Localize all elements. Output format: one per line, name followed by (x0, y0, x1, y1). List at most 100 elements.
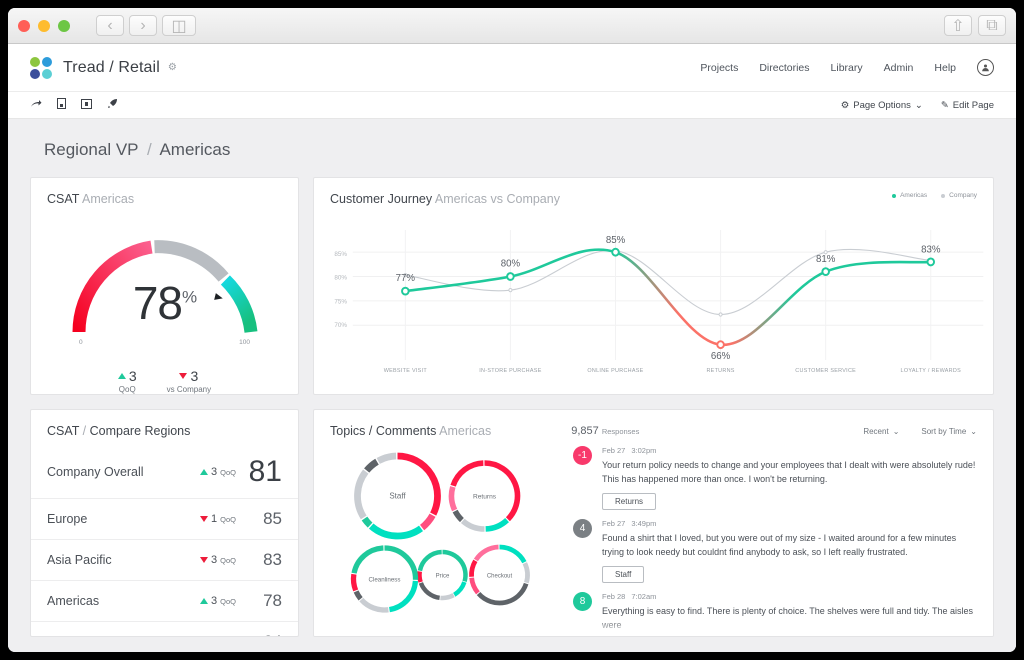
region-row[interactable]: Asia Pacific 3 QoQ 83 (31, 539, 298, 580)
nav-item-directories[interactable]: Directories (759, 61, 810, 74)
chevron-right-icon: › (140, 16, 146, 34)
share-button[interactable]: ⇧ (944, 15, 972, 36)
dashboard-row-top: CSAT Americas (30, 177, 994, 395)
legend-item-americas[interactable]: Americas (892, 192, 927, 199)
bubble-segment (417, 549, 442, 572)
back-button[interactable]: ‹ (96, 15, 124, 36)
svg-text:80%: 80% (334, 275, 347, 282)
topic-bubble[interactable]: Checkout (469, 544, 530, 606)
maximize-window-button[interactable] (58, 19, 70, 32)
share-arrow-icon[interactable] (30, 99, 42, 112)
bubble-segment (419, 513, 436, 531)
csat-stat-vs-company: 3 vs Company (167, 368, 211, 394)
nav-item-library[interactable]: Library (830, 61, 863, 74)
filter-recent-label: Recent (863, 426, 889, 436)
browser-chrome: ‹ › ◫ ⇧ ⧉ (8, 8, 1016, 44)
rocket-icon[interactable] (107, 98, 118, 112)
nav-item-projects[interactable]: Projects (700, 61, 739, 74)
region-score: 64 (248, 632, 282, 636)
regions-title-secondary: Compare Regions (89, 424, 191, 438)
page-options-label: Page Options (853, 99, 911, 111)
comment-text: Found a shirt that I loved, but you were… (602, 532, 957, 557)
page-options-button[interactable]: ⚙ Page Options ⌄ (841, 100, 923, 111)
legend-item-company[interactable]: Company (941, 192, 977, 199)
svg-text:85%: 85% (606, 235, 626, 246)
topic-bubble[interactable]: Price (417, 549, 468, 601)
bubble-segment (361, 516, 373, 528)
sort-by-time-dropdown[interactable]: Sort by Time ⌄ (921, 427, 977, 436)
page-title-role: Regional VP (44, 140, 139, 159)
bubble-segment (452, 509, 464, 523)
presentation-icon[interactable] (81, 98, 92, 112)
svg-text:CUSTOMER SERVICE: CUSTOMER SERVICE (795, 368, 856, 374)
region-delta-unit: QoQ (220, 596, 236, 606)
user-avatar-icon[interactable] (977, 59, 994, 76)
csat-qoq-label: QoQ (118, 385, 136, 394)
comment-item[interactable]: -1 Feb 27 3:02pm Your return policy needs t… (573, 446, 979, 510)
app-header: Tread / Retail ⚙ Projects Directories Li… (8, 44, 1016, 92)
bubble-segment (469, 577, 480, 595)
app-logo-icon[interactable] (30, 56, 52, 79)
gauge-max-label: 100 (239, 339, 250, 346)
region-delta: 3 QoQ (200, 554, 236, 566)
compare-regions-card: CSAT / Compare Regions Company Overall 3 Q… (30, 409, 299, 637)
topic-bubble[interactable]: Staff (354, 452, 441, 540)
region-delta-value: 3 (211, 554, 218, 566)
bubble-segment (450, 460, 484, 487)
bubble-segment (484, 460, 521, 522)
bubble-segment (469, 559, 478, 577)
svg-text:81%: 81% (816, 254, 836, 265)
edit-page-button[interactable]: ✎ Edit Page (941, 100, 994, 111)
nav-item-admin[interactable]: Admin (883, 61, 914, 74)
topics-title-separator: / (368, 424, 373, 438)
document-icon[interactable] (57, 98, 66, 112)
svg-text:WEBSITE VISIT: WEBSITE VISIT (384, 368, 428, 374)
region-row[interactable]: Americas 3 QoQ 78 (31, 580, 298, 621)
regions-card-title: CSAT / Compare Regions (31, 410, 298, 446)
region-delta-value: 3 (211, 595, 218, 607)
comment-score-badge: -1 (573, 446, 592, 465)
region-row[interactable]: Europe 1 QoQ 85 (31, 498, 298, 539)
region-name: Europe (47, 512, 88, 526)
topic-bubble[interactable]: Returns (448, 460, 521, 532)
comment-item[interactable]: 4 Feb 27 3:49pm Found a shirt that I loved,… (573, 518, 979, 583)
csat-stat-qoq: 3 QoQ (117, 368, 137, 394)
minimize-window-button[interactable] (38, 19, 50, 32)
region-delta: 3 QoQ (200, 466, 236, 478)
region-row[interactable]: Middle East1QoQ 64 (31, 621, 298, 637)
comment-body: Feb 27 3:02pm Your return policy needs to … (602, 446, 979, 510)
brand-settings-gear-icon[interactable]: ⚙ (167, 62, 177, 73)
comment-tag[interactable]: Staff (602, 565, 645, 583)
forward-button[interactable]: › (129, 15, 157, 36)
region-delta-value: 3 (211, 466, 218, 478)
sidebar-toggle-button[interactable]: ◫ (162, 15, 196, 36)
page-title: Regional VP / Americas (30, 119, 994, 177)
svg-text:85%: 85% (334, 251, 347, 258)
toolbar-right-actions: ⚙ Page Options ⌄ ✎ Edit Page (841, 100, 994, 111)
window-traffic-lights (18, 19, 70, 32)
bubble-segment (376, 452, 397, 465)
bubble-segment (354, 469, 369, 520)
comment-meta: Feb 28 7:02am (602, 592, 979, 601)
svg-text:83%: 83% (921, 244, 941, 255)
page-content: Regional VP / Americas CSAT Americas (8, 119, 1016, 652)
close-window-button[interactable] (18, 19, 30, 32)
comment-tag[interactable]: Returns (602, 492, 657, 510)
csat-stats: 3 QoQ 3 vs Company (31, 368, 298, 394)
page-title-separator: / (146, 140, 152, 159)
tabs-button[interactable]: ⧉ (978, 15, 1006, 36)
gauge-svg (72, 240, 257, 333)
page-toolbar: ⚙ Page Options ⌄ ✎ Edit Page (8, 92, 1016, 119)
filter-recent-dropdown[interactable]: Recent ⌄ (863, 427, 899, 436)
bubble-segment (440, 593, 455, 601)
region-row[interactable]: Company Overall 3 QoQ 81 (31, 446, 298, 498)
region-score: 83 (263, 550, 282, 569)
trend-up-icon (200, 469, 209, 475)
topic-bubble[interactable]: Cleanliness (350, 545, 419, 613)
dashboard-row-bottom: CSAT / Compare Regions Company Overall 3 Q… (30, 409, 994, 637)
regions-title-primary: CSAT (47, 424, 80, 438)
journey-legend: Americas Company (892, 192, 977, 199)
bubble-segment (453, 581, 467, 597)
nav-item-help[interactable]: Help (934, 61, 956, 74)
